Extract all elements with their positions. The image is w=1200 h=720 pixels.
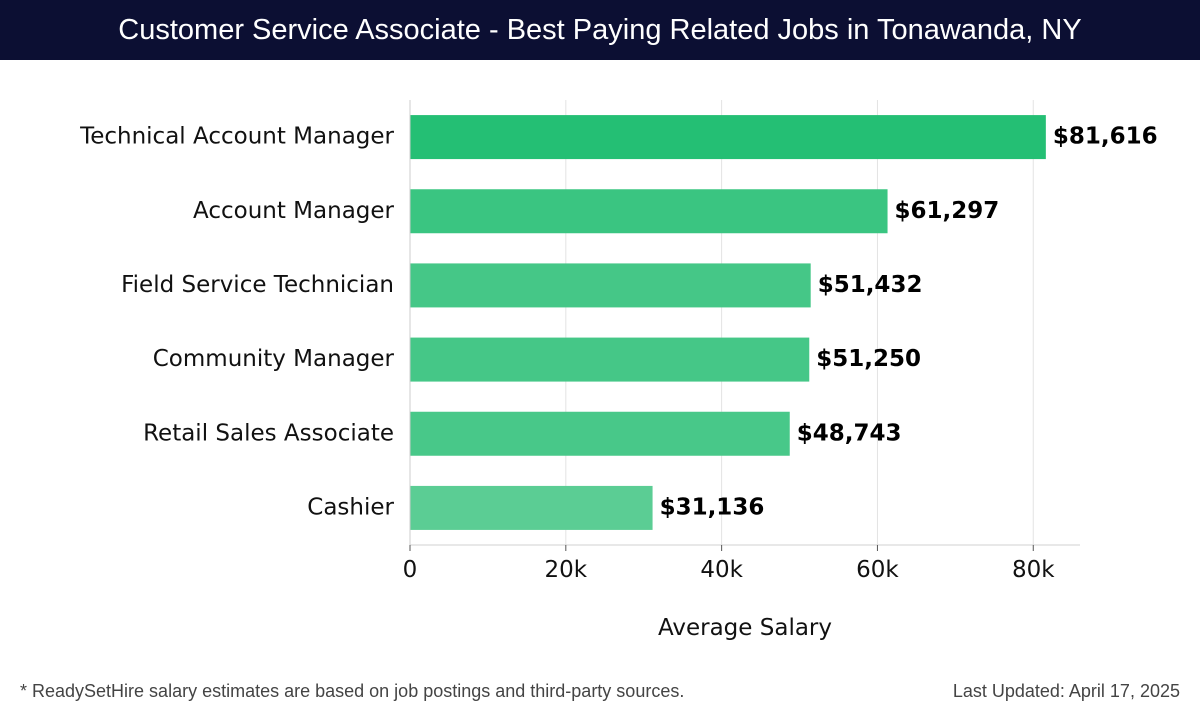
category-label: Cashier: [307, 494, 394, 520]
bar: [410, 411, 790, 456]
value-label: $81,616: [1053, 124, 1158, 150]
category-label: Account Manager: [193, 198, 395, 224]
x-tick-label: 20k: [545, 557, 588, 583]
category-label: Field Service Technician: [121, 272, 394, 298]
x-tick-label: 40k: [700, 557, 743, 583]
x-tick-label: 80k: [1012, 557, 1055, 583]
chart-title: Customer Service Associate - Best Paying…: [118, 13, 1082, 46]
footnote: * ReadySetHire salary estimates are base…: [20, 681, 685, 701]
category-label: Retail Sales Associate: [143, 420, 394, 446]
category-label: Community Manager: [153, 346, 395, 372]
bar: [410, 189, 888, 234]
value-label: $31,136: [660, 494, 765, 520]
category-label: Technical Account Manager: [79, 124, 394, 150]
bar-chart: Technical Account Manager $81,616 Account …: [79, 100, 1158, 641]
bar: [410, 337, 810, 382]
last-updated: Last Updated: April 17, 2025: [952, 681, 1180, 701]
value-label: $51,432: [818, 272, 923, 298]
x-tick-label: 60k: [856, 557, 899, 583]
value-label: $61,297: [895, 198, 1000, 224]
bar: [410, 115, 1046, 160]
x-axis-title: Average Salary: [658, 615, 832, 641]
value-label: $48,743: [797, 420, 902, 446]
bar: [410, 263, 811, 308]
value-label: $51,250: [816, 346, 921, 372]
bar: [410, 485, 653, 530]
x-tick-label: 0: [403, 557, 418, 583]
title-bar: Customer Service Associate - Best Paying…: [0, 0, 1200, 60]
